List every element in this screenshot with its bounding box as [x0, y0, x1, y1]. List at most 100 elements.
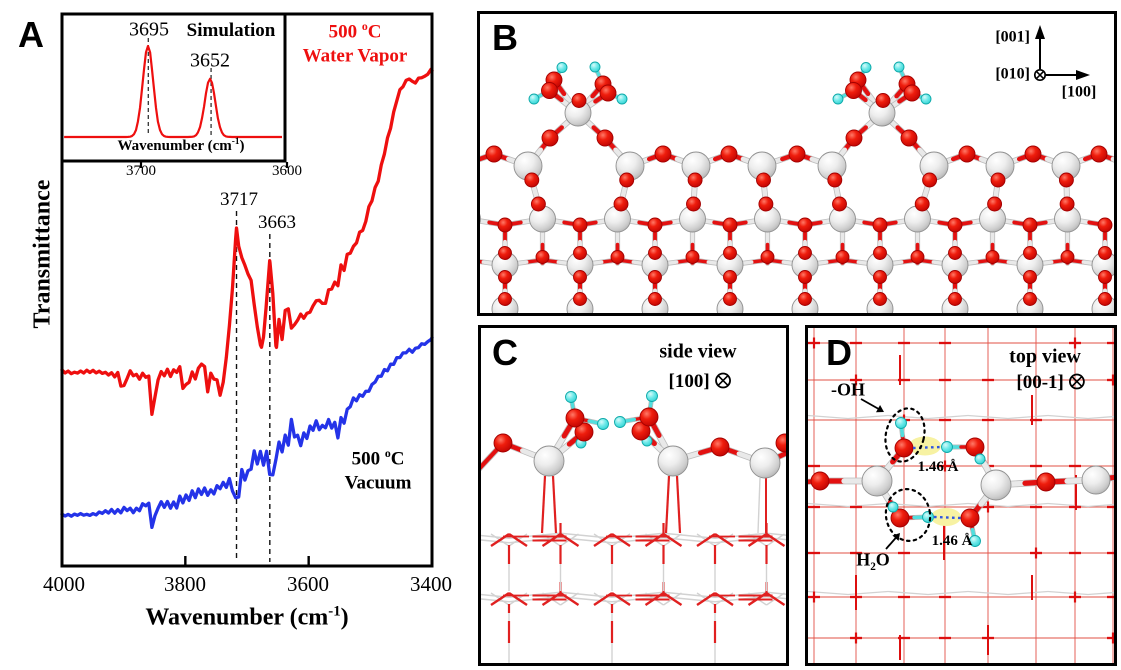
xlabel-close: ) — [340, 604, 349, 631]
atom-O — [524, 172, 540, 188]
atom-O — [1022, 217, 1038, 233]
atom-O — [573, 292, 587, 306]
atom-Sn — [533, 445, 565, 477]
atom-O — [985, 250, 1000, 264]
inset-tick-3600: 3600 — [272, 163, 302, 180]
atom-O — [654, 145, 672, 163]
inset-xlabel-text: Wavenumber (cm — [117, 138, 232, 155]
atom-O — [1098, 270, 1112, 284]
atom-O — [498, 270, 512, 284]
atom-O — [798, 246, 812, 260]
atom-O — [890, 508, 910, 528]
atom-O — [610, 250, 625, 264]
atom-H — [974, 453, 986, 465]
panel-c-axis-label: [100] — [669, 372, 732, 392]
blue-series-condition: Vacuum — [344, 472, 412, 493]
atom-O — [1023, 270, 1037, 284]
atom-O — [571, 93, 587, 108]
xlabel-superscript: -1 — [328, 603, 341, 620]
x-tick-4000: 4000 — [43, 571, 85, 596]
peak-marker-dashed-lines — [235, 211, 271, 562]
axis-001-arrowhead — [1035, 25, 1045, 39]
atom-O — [573, 270, 587, 284]
atom-O — [756, 172, 771, 188]
atom-O — [873, 246, 887, 260]
atoms — [477, 61, 1117, 316]
atom-O — [723, 246, 737, 260]
panel-b-label: B — [492, 17, 518, 58]
atom-O — [948, 270, 962, 284]
atom-O — [894, 438, 914, 458]
atom-O — [574, 422, 594, 442]
atom-O — [872, 217, 888, 233]
panel-a-label: A — [18, 14, 44, 55]
inset-xlabel-close: ) — [239, 138, 245, 155]
axis-010-label: [010] — [995, 65, 1030, 83]
red-series-label: 500 oC Water Vapor — [303, 20, 408, 68]
panel-b-box — [477, 11, 1117, 316]
atom-O — [723, 292, 737, 306]
atom-O — [987, 196, 1003, 212]
atom-O — [710, 437, 730, 457]
atom-O — [810, 471, 830, 491]
inset-peak-3695: 3695 — [129, 18, 169, 41]
atom-O — [497, 217, 513, 233]
atom-Sn — [980, 469, 1012, 501]
lattice-wireframe — [807, 328, 1117, 663]
bond-length-highlights — [909, 436, 961, 526]
x-tick-3400: 3400 — [410, 571, 452, 596]
panel-c-view-label: side view — [659, 340, 737, 363]
atom-H — [528, 93, 540, 105]
atom-H — [614, 416, 626, 428]
panel-d-axis-text: [00-1] — [1016, 372, 1064, 394]
panel-c-axis-text: [100] — [668, 371, 710, 393]
atom-H — [616, 93, 628, 105]
lattice-wireframe — [478, 475, 789, 666]
atom-O — [723, 270, 737, 284]
atom-O — [873, 292, 887, 306]
atom-O — [493, 433, 513, 453]
annotation-arrows — [860, 398, 900, 550]
atom-O — [720, 145, 738, 163]
atom-O — [875, 93, 891, 108]
atom-O — [760, 250, 775, 264]
panel-b-structure — [477, 11, 1117, 316]
atom-H — [646, 390, 658, 402]
x-tick-3600: 3600 — [287, 571, 329, 596]
atom-O — [990, 172, 1006, 188]
atom-O — [530, 196, 546, 212]
oh-group-label: -OH — [831, 379, 865, 400]
h2o-o: O — [875, 549, 890, 570]
distance-label-2: 1.46 Å — [931, 533, 973, 550]
atom-H — [887, 501, 899, 513]
atom-O — [845, 129, 863, 147]
h2o-subscript: 2 — [870, 561, 876, 574]
atom-O — [685, 250, 700, 264]
x-axis-ticks — [184, 556, 310, 565]
atom-O — [1098, 292, 1112, 306]
atom-O — [827, 172, 843, 188]
x-tick-3800: 3800 — [164, 571, 206, 596]
atom-H — [941, 441, 953, 453]
atom-O — [1036, 472, 1056, 492]
inset-xlabel: Wavenumber (cm-1) — [117, 137, 245, 155]
circled-times-icon — [714, 372, 731, 389]
distance-label-1: 1.46 Å — [917, 459, 959, 476]
atom-O — [1097, 217, 1113, 233]
atom-H — [922, 511, 934, 523]
atom-O — [687, 172, 703, 188]
peak-label-3717: 3717 — [220, 189, 258, 211]
atom-H — [920, 93, 932, 105]
atom-O — [958, 145, 976, 163]
atom-O — [1023, 246, 1037, 260]
blue-series-temp: 500 oC — [351, 446, 405, 470]
atom-H — [565, 391, 577, 403]
atom-O — [798, 270, 812, 284]
atom-O — [797, 217, 813, 233]
atom-O — [596, 129, 614, 147]
panel-d-box — [805, 325, 1117, 666]
atom-O — [613, 196, 629, 212]
panel-a-chart-canvas — [60, 12, 434, 568]
atom-O — [572, 217, 588, 233]
atom-O — [565, 408, 585, 428]
